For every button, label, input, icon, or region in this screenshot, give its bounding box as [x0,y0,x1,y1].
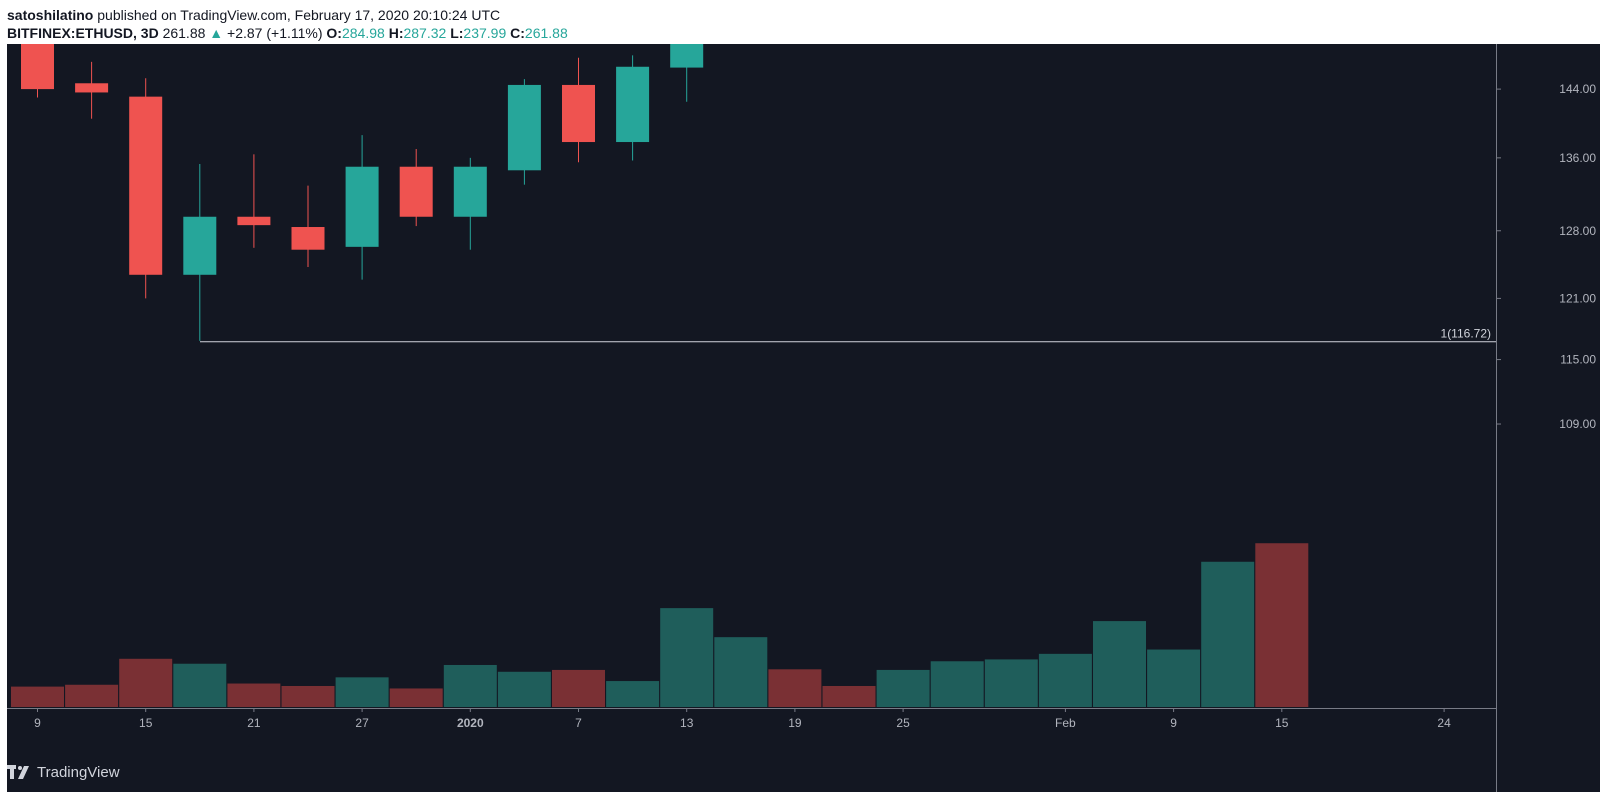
volume-bar [1201,561,1255,707]
volume-bar [227,683,281,707]
x-axis-tick-label: Feb [1055,716,1076,730]
volume-bar [984,659,1038,707]
up-arrow-icon: ▲ [209,25,224,41]
close-label: C: [510,25,525,41]
candle-body [21,24,54,90]
price-chart[interactable]: 109.00115.00121.00128.00136.00144.00154.… [7,0,1600,792]
x-axis-tick-label: 13 [680,716,694,730]
volume-bar [1255,543,1309,707]
x-axis-tick-label: 27 [355,716,369,730]
candle-body [75,83,109,93]
candle-body [345,166,379,247]
volume-bar [443,664,497,707]
volume-bar [335,677,389,707]
volume-bar [822,685,876,707]
volume-bar [1038,653,1092,707]
volume-bar [876,669,930,707]
volume-bar [497,671,551,707]
tradingview-branding[interactable]: TradingView [7,760,120,784]
x-axis-tick-label: 19 [788,716,802,730]
ohlc-legend: BITFINEX:ETHUSD, 3D 261.88 ▲ +2.87 (+1.1… [7,25,568,41]
volume-bar [930,661,984,707]
candle-body [237,216,271,226]
low-value: 237.99 [463,25,507,41]
high-value: 287.32 [403,25,447,41]
tradingview-logo-icon [7,765,29,779]
high-label: H: [388,25,404,41]
x-axis-tick-label: 25 [896,716,910,730]
candle-body [507,84,541,171]
volume-bar [552,669,605,707]
candle-body [562,84,595,143]
y-axis-tick-label: 121.00 [1559,291,1596,305]
y-axis-tick-label: 128.00 [1559,224,1596,238]
volume-bar [1147,649,1201,707]
publisher-username[interactable]: satoshilatino [7,7,94,23]
volume-bar [606,681,660,707]
volume-bar [65,684,119,707]
last-price-value: 261.88 [162,25,206,41]
price-change: +2.87 (+1.11%) [227,25,323,41]
x-axis-tick-label: 2020 [457,716,484,730]
volume-bar [119,658,173,707]
volume-bar [768,669,822,707]
volume-bar [1093,621,1146,707]
volume-bar [660,608,714,707]
x-axis-tick-label: 21 [247,716,261,730]
x-axis-tick-label: 24 [1437,716,1451,730]
candle-body [616,66,650,143]
x-axis-tick-label: 15 [139,716,153,730]
candle-body [129,96,163,275]
symbol-title[interactable]: BITFINEX:ETHUSD, 3D [7,25,159,41]
candle-body [670,0,704,68]
volume-bar [281,685,335,707]
x-axis-tick-label: 15 [1275,716,1289,730]
candle-body [183,216,217,275]
low-label: L: [450,25,464,41]
publisher-line: satoshilatino published on TradingView.c… [7,7,500,23]
chart-pane[interactable]: 109.00115.00121.00128.00136.00144.00154.… [7,0,1600,792]
close-value: 261.88 [524,25,568,41]
x-axis-tick-label: 9 [34,716,41,730]
chart-header: satoshilatino published on TradingView.c… [0,0,1600,44]
candle-body [399,166,433,217]
candle-body [453,166,487,217]
volume-bar [714,637,768,707]
open-value: 284.98 [341,25,385,41]
published-info: published on TradingView.com, February 1… [93,7,501,23]
y-axis-tick-label: 136.00 [1559,151,1596,165]
volume-bar [389,688,443,707]
x-axis-tick-label: 9 [1170,716,1177,730]
x-axis-tick-label: 7 [575,716,582,730]
y-axis-tick-label: 109.00 [1559,417,1596,431]
volume-bar [11,686,64,707]
y-axis-tick-label: 115.00 [1560,353,1596,367]
brand-name: TradingView [37,763,120,781]
fib-level-label: 1(116.72) [1441,327,1491,341]
candle-body [291,227,325,250]
y-axis-tick-label: 144.00 [1559,82,1596,96]
open-label: O: [326,25,342,41]
volume-bar [173,663,227,707]
